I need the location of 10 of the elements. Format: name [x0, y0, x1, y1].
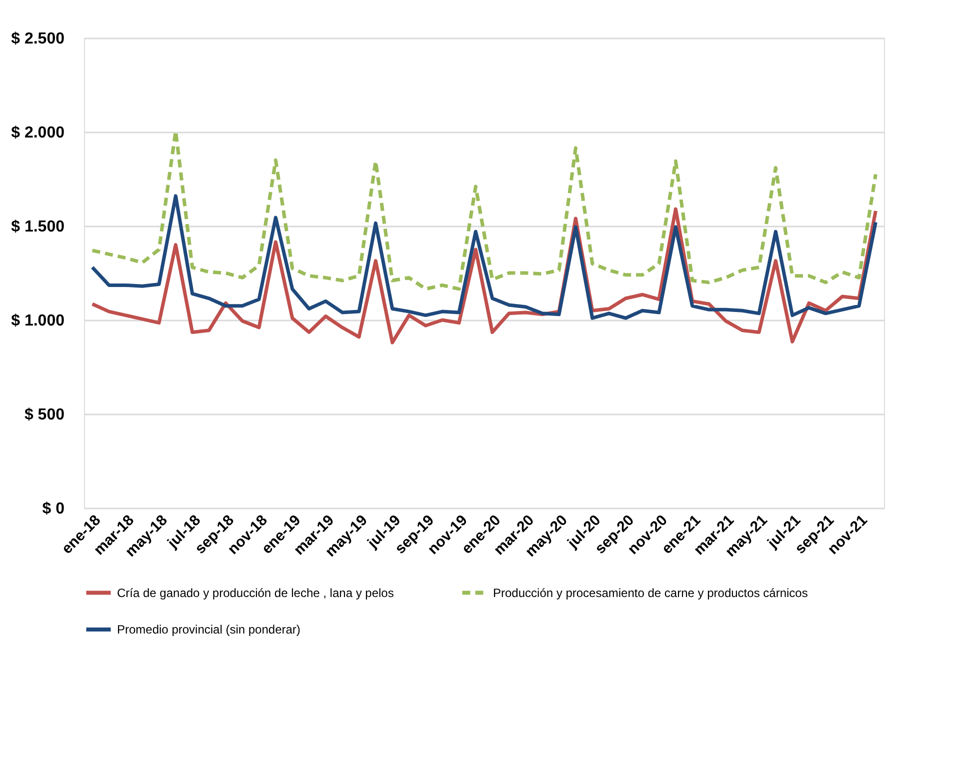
- y-tick-label: $ 500: [24, 406, 65, 424]
- legend-label: Producción y procesamiento de carne y productos cárnicos: [493, 586, 808, 600]
- y-tick-label: $ 0: [42, 500, 65, 518]
- y-tick-label: $ 1.000: [11, 312, 65, 330]
- y-tick-label: $ 1.500: [11, 218, 65, 236]
- line-series: [90, 194, 878, 320]
- legend-label: Promedio provincial (sin ponderar): [117, 622, 300, 636]
- legend-label: Cría de ganado y producción de leche , lana y pelos: [117, 586, 394, 600]
- y-tick-label: $ 2.000: [11, 124, 65, 142]
- y-tick-label: $ 2.500: [11, 30, 65, 48]
